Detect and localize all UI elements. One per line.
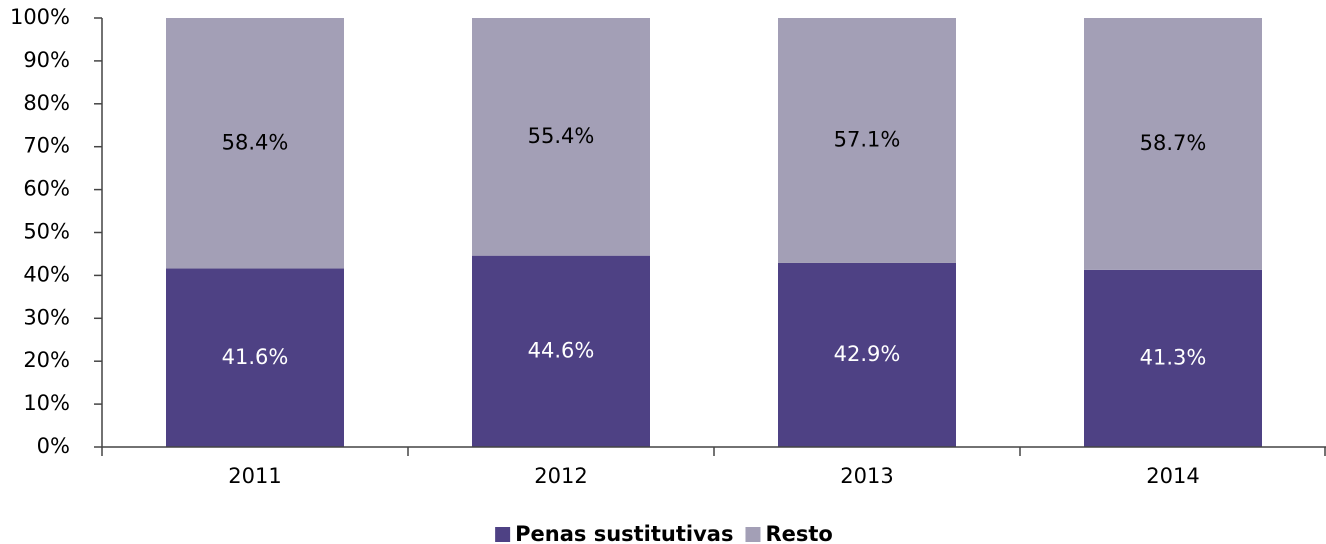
x-tick-label: 2011 (228, 464, 281, 488)
y-tick-label: 40% (23, 262, 70, 286)
legend-label: Resto (765, 522, 832, 544)
y-tick-label: 70% (23, 134, 70, 158)
bar-segment (166, 18, 344, 269)
legend: Penas sustitutivas Resto (495, 522, 833, 544)
bar-segment (166, 268, 344, 447)
legend-label: Penas sustitutivas (515, 522, 733, 544)
x-tick-label: 2013 (840, 464, 893, 488)
y-tick-label: 20% (23, 348, 70, 372)
bar-segment (1084, 18, 1262, 270)
bar-segment (1084, 269, 1262, 447)
value-label: 41.6% (222, 345, 289, 369)
y-tick-label: 80% (23, 91, 70, 115)
bar-segment (472, 255, 650, 447)
value-label: 58.4% (222, 130, 289, 154)
bar-segment (472, 18, 650, 256)
y-tick-label: 90% (23, 48, 70, 72)
x-tick-label: 2012 (534, 464, 587, 488)
value-label: 42.9% (834, 342, 901, 366)
y-tick-label: 10% (23, 391, 70, 415)
bar-segment (778, 262, 956, 447)
bar-segment (778, 18, 956, 263)
value-label: 57.1% (834, 127, 901, 151)
legend-swatch (495, 527, 511, 542)
y-tick-label: 100% (10, 5, 70, 29)
y-tick-label: 60% (23, 177, 70, 201)
value-label: 58.7% (1140, 131, 1207, 155)
value-label: 41.3% (1140, 345, 1207, 369)
legend-swatch (745, 527, 761, 542)
y-tick-label: 50% (23, 220, 70, 244)
value-label: 55.4% (528, 124, 595, 148)
y-tick-label: 30% (23, 305, 70, 329)
y-tick-label: 0% (37, 434, 70, 458)
value-label: 44.6% (528, 338, 595, 362)
x-tick-label: 2014 (1146, 464, 1199, 488)
